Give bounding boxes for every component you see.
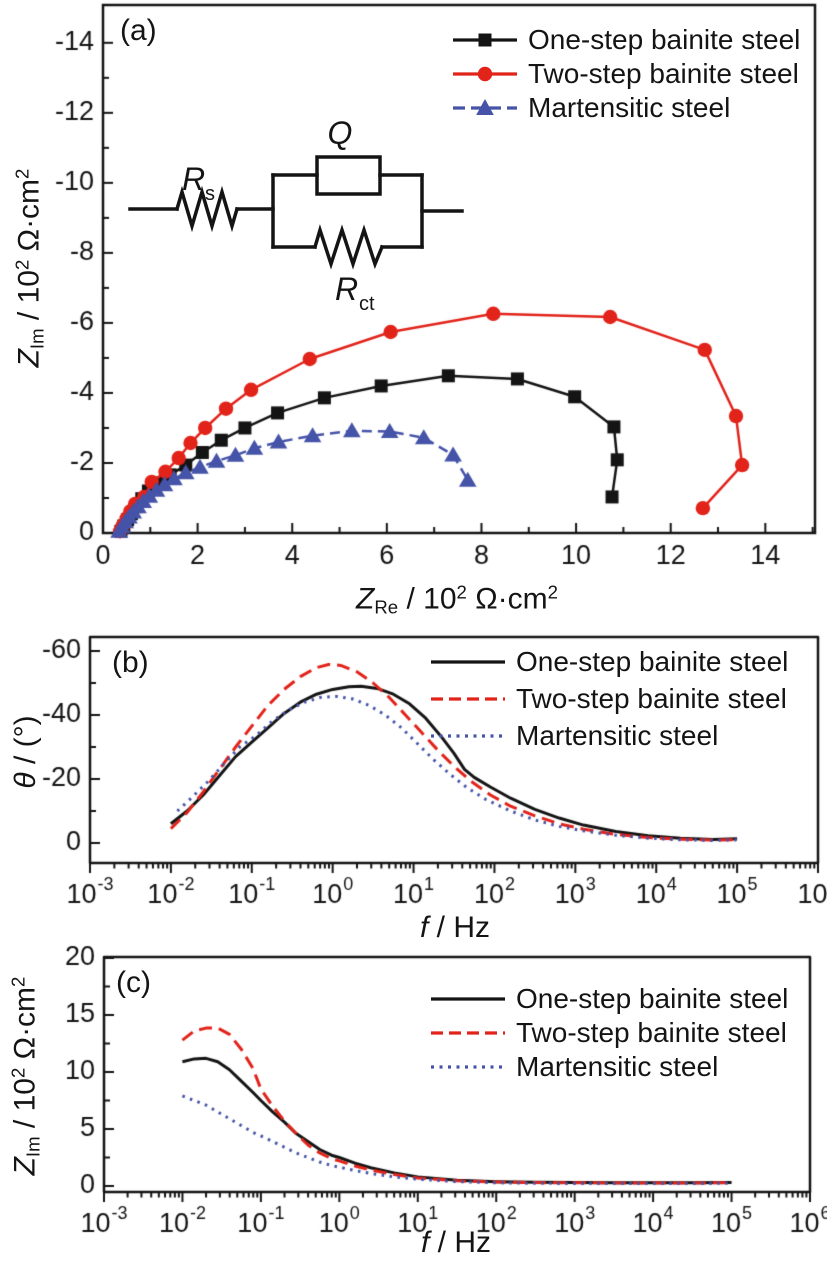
panel-b-ylabel: θ / (°) — [9, 715, 42, 789]
triangle-marker-icon — [476, 99, 494, 115]
legend-swatch-circle — [453, 66, 517, 82]
xlabel-b-symbol: f — [419, 911, 429, 944]
circle-marker-icon — [477, 66, 493, 82]
legend-item: One-step bainite steel — [452, 24, 800, 56]
panel-b-legend: One-step bainite steel Two-step bainite s… — [430, 646, 788, 757]
legend-label: Martensitic steel — [516, 1051, 719, 1082]
legend-label: Two-step bainite steel — [516, 683, 787, 714]
legend-swatch-dashed — [431, 697, 505, 701]
rs-sub-label: s — [205, 183, 215, 205]
legend-swatch-dotted — [431, 1065, 505, 1069]
legend-swatch-triangle — [453, 99, 517, 115]
legend-swatch-square — [453, 33, 517, 47]
xlabel-c-symbol: f — [420, 1226, 430, 1259]
panel-c-legend: One-step bainite steel Two-step bainite s… — [430, 983, 788, 1085]
legend-label: One-step bainite steel — [516, 983, 789, 1014]
panel-a-label: (a) — [120, 14, 157, 47]
panel-c-label: (c) — [116, 966, 151, 999]
panel-c-xlabel: f / Hz — [420, 1226, 492, 1259]
rs-label: R — [182, 161, 205, 197]
ylabel-a-symbol: Z — [12, 349, 46, 368]
square-marker-icon — [478, 33, 492, 47]
resistor-rs — [174, 185, 240, 233]
rct-sub-label: ct — [359, 293, 375, 315]
legend-label: One-step bainite steel — [516, 646, 789, 677]
rct-label: R — [335, 271, 358, 307]
ylabel-c-symbol: Z — [8, 1157, 42, 1176]
equivalent-circuit-inset: Q R s R ct — [128, 115, 464, 315]
panel-a-xlabel: ZRe / 102 Ω·cm2 — [356, 581, 558, 618]
legend-label: Two-step bainite steel — [528, 58, 799, 89]
legend-item: One-step bainite steel — [430, 646, 788, 678]
panel-a-legend: One-step bainite steel Two-step bainite s… — [452, 24, 800, 126]
legend-label: Two-step bainite steel — [516, 1017, 787, 1048]
panel-c-ylabel: ZIm / 102 Ω·cm2 — [7, 976, 44, 1176]
legend-item: One-step bainite steel — [430, 983, 788, 1015]
legend-label: One-step bainite steel — [528, 24, 801, 55]
legend-item: Two-step bainite steel — [430, 683, 788, 715]
cpe-q-box — [315, 155, 382, 196]
resistor-rct — [312, 224, 385, 270]
panel-b-xlabel: f / Hz — [419, 911, 491, 944]
legend-item: Two-step bainite steel — [430, 1017, 788, 1049]
legend-item: Martensitic steel — [452, 92, 800, 124]
legend-label: Martensitic steel — [516, 720, 719, 751]
legend-label: Martensitic steel — [528, 92, 731, 123]
legend-swatch-solid — [431, 660, 505, 664]
panel-b-label: (b) — [112, 646, 149, 679]
legend-item: Martensitic steel — [430, 720, 788, 752]
q-label: Q — [328, 115, 353, 151]
legend-swatch-dashed — [431, 1031, 505, 1035]
xlabel-a-symbol: Z — [356, 582, 375, 616]
legend-item: Martensitic steel — [430, 1051, 788, 1083]
legend-swatch-dotted — [431, 734, 505, 738]
ylabel-b-symbol: θ — [9, 772, 42, 789]
legend-swatch-solid — [431, 997, 505, 1001]
legend-item: Two-step bainite steel — [452, 58, 800, 90]
panel-a-ylabel: ZIm / 102 Ω·cm2 — [11, 168, 48, 368]
